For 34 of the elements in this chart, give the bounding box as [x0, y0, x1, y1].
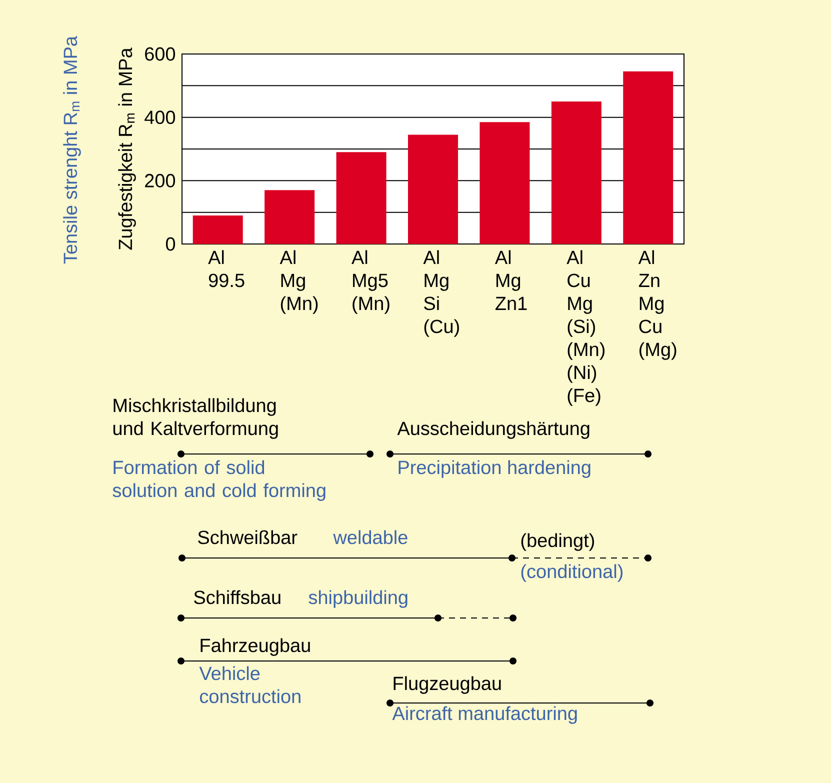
x-tick-label: Al Zn Mg Cu (Mg)	[638, 250, 676, 360]
x-tick-label: Al Mg5 (Mn)	[352, 250, 390, 314]
x-tick-label: Al Mg Si (Cu)	[423, 250, 459, 337]
text: Schiffsbau	[194, 590, 280, 604]
x-tick-label: Al Mg (Mn)	[280, 250, 318, 314]
y-tick-label: 0	[166, 237, 176, 251]
bar	[480, 122, 530, 244]
text: Tensile strenght R$_{m}$ in MPa	[63, 36, 81, 264]
y-axis-title: Zugfestigkeit R$_{m}$ in MPa	[118, 48, 136, 250]
bar	[336, 152, 386, 244]
text: weldable	[333, 530, 408, 544]
text: Schweißbar	[198, 530, 298, 544]
text: Fahrzeugbau	[200, 638, 310, 656]
bar	[623, 71, 674, 244]
text: (bedingt)	[521, 533, 594, 551]
text: Flugzeugbau	[394, 676, 501, 694]
bar	[192, 215, 243, 244]
bar	[408, 134, 458, 244]
bar	[551, 101, 602, 244]
text: shipbuilding	[308, 590, 408, 608]
text: Precipitation hardening	[398, 460, 590, 478]
text: Ausscheidungshärtung	[397, 421, 590, 439]
x-tick-label: Al Mg Zn1	[494, 250, 527, 310]
y-tick-label: 200	[145, 174, 176, 188]
text: (conditional)	[521, 564, 622, 582]
bar	[264, 190, 315, 244]
text: Aircraft manufacturing	[392, 706, 577, 724]
y-tick-label: 400	[144, 110, 176, 124]
text: Mischkristallbildung und Kaltverformung	[113, 398, 278, 439]
text: Formation of solid solution and cold forming	[112, 460, 326, 501]
x-tick-label: Al 99.5	[208, 250, 244, 288]
x-tick-label: Al Cu Mg (Si) (Mn) (Ni) (Fe)	[566, 250, 604, 406]
text: Vehicle construction	[199, 666, 300, 704]
y-tick-label: 600	[145, 47, 176, 61]
